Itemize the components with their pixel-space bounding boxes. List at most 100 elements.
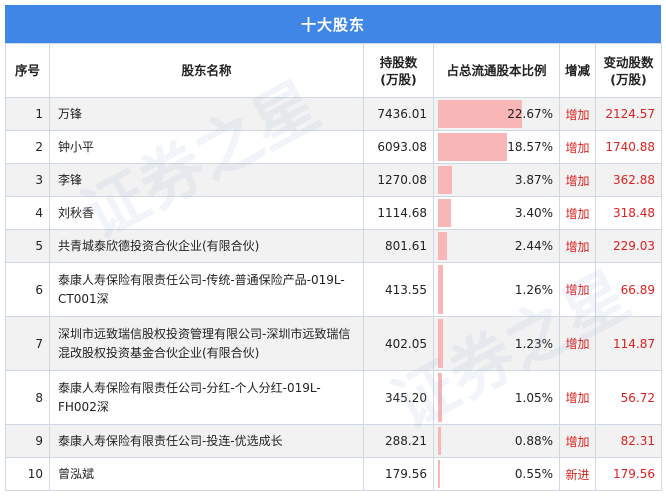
pct-bar bbox=[438, 133, 507, 161]
shareholder-name-cell: 泰康人寿保险有限责任公司-分红-个人分红-019L-FH002深 bbox=[49, 370, 364, 425]
rank-cell: 6 bbox=[5, 262, 50, 317]
table-header-row: 序号 股东名称 持股数 (万股) 占总流通股本比例 增减 变动股数 (万股) bbox=[5, 43, 662, 98]
shareholder-name-cell: 钟小平 bbox=[49, 130, 364, 164]
shares-cell: 1270.08 bbox=[363, 163, 434, 197]
rank-cell: 10 bbox=[5, 457, 50, 491]
rank-cell: 4 bbox=[5, 196, 50, 230]
shareholder-name-cell: 李锋 bbox=[49, 163, 364, 197]
change-type-cell: 增加 bbox=[559, 163, 596, 197]
change-shares-cell: 66.89 bbox=[595, 262, 662, 317]
shareholders-table-card: 十大股东 序号 股东名称 持股数 (万股) 占总流通股本比例 增减 变动股数 (万股… bbox=[5, 5, 662, 491]
pct-bar bbox=[438, 373, 442, 422]
pct-cell: 18.57% bbox=[433, 130, 560, 164]
change-shares-cell: 56.72 bbox=[595, 370, 662, 425]
change-shares-cell: 82.31 bbox=[595, 424, 662, 458]
pct-value: 1.23% bbox=[514, 336, 553, 351]
header-type: 增减 bbox=[559, 43, 596, 98]
shareholder-name-cell: 刘秋香 bbox=[49, 196, 364, 230]
change-type-cell: 增加 bbox=[559, 229, 596, 263]
header-change: 变动股数 (万股) bbox=[595, 43, 662, 98]
pct-cell: 3.87% bbox=[433, 163, 560, 197]
pct-bar bbox=[438, 100, 522, 128]
pct-value: 22.67% bbox=[507, 107, 553, 121]
rank-cell: 9 bbox=[5, 424, 50, 458]
shareholder-name-cell: 万锋 bbox=[49, 97, 364, 131]
pct-cell: 0.88% bbox=[433, 424, 560, 458]
table-row: 9 泰康人寿保险有限责任公司-投连-优选成长 288.21 0.88% 增加 82.31 bbox=[5, 424, 662, 458]
rank-cell: 3 bbox=[5, 163, 50, 197]
change-shares-cell: 114.87 bbox=[595, 316, 662, 371]
shareholder-name-cell: 曾泓斌 bbox=[49, 457, 364, 491]
pct-cell: 1.05% bbox=[433, 370, 560, 425]
pct-value: 0.88% bbox=[514, 434, 553, 448]
shares-cell: 402.05 bbox=[363, 316, 434, 371]
pct-bar bbox=[438, 427, 442, 455]
pct-cell: 1.23% bbox=[433, 316, 560, 371]
pct-value: 3.87% bbox=[514, 173, 553, 187]
pct-bar bbox=[438, 265, 443, 314]
table-title: 十大股东 bbox=[5, 5, 661, 43]
change-type-cell: 新进 bbox=[559, 457, 596, 491]
change-shares-cell: 179.56 bbox=[595, 457, 662, 491]
rank-cell: 7 bbox=[5, 316, 50, 371]
pct-value: 3.40% bbox=[514, 206, 553, 220]
rank-cell: 8 bbox=[5, 370, 50, 425]
change-type-cell: 增加 bbox=[559, 196, 596, 230]
change-shares-cell: 318.48 bbox=[595, 196, 662, 230]
pct-bar bbox=[438, 319, 443, 368]
shares-cell: 179.56 bbox=[363, 457, 434, 491]
table-row: 1 万锋 7436.01 22.67% 增加 2124.57 bbox=[5, 97, 662, 131]
shares-cell: 7436.01 bbox=[363, 97, 434, 131]
table-row: 2 钟小平 6093.08 18.57% 增加 1740.88 bbox=[5, 130, 662, 164]
pct-bar bbox=[438, 460, 441, 488]
pct-value: 1.26% bbox=[514, 282, 553, 297]
shareholder-name-cell: 泰康人寿保险有限责任公司-传统-普通保险产品-019L-CT001深 bbox=[49, 262, 364, 317]
shareholder-name-cell: 泰康人寿保险有限责任公司-投连-优选成长 bbox=[49, 424, 364, 458]
change-type-cell: 增加 bbox=[559, 262, 596, 317]
shares-cell: 6093.08 bbox=[363, 130, 434, 164]
shares-cell: 1114.68 bbox=[363, 196, 434, 230]
change-type-cell: 增加 bbox=[559, 97, 596, 131]
change-shares-cell: 229.03 bbox=[595, 229, 662, 263]
table-row: 10 曾泓斌 179.56 0.55% 新进 179.56 bbox=[5, 457, 662, 491]
pct-value: 1.05% bbox=[514, 390, 553, 405]
table-body: 1 万锋 7436.01 22.67% 增加 2124.57 2 钟小平 6093.08 18.5… bbox=[5, 97, 662, 491]
rank-cell: 1 bbox=[5, 97, 50, 131]
pct-bar bbox=[438, 199, 451, 227]
pct-bar bbox=[438, 232, 448, 260]
pct-cell: 3.40% bbox=[433, 196, 560, 230]
table-row: 3 李锋 1270.08 3.87% 增加 362.88 bbox=[5, 163, 662, 197]
pct-value: 18.57% bbox=[507, 140, 553, 154]
pct-value: 2.44% bbox=[514, 239, 553, 253]
shares-cell: 801.61 bbox=[363, 229, 434, 263]
change-type-cell: 增加 bbox=[559, 370, 596, 425]
table-row: 6 泰康人寿保险有限责任公司-传统-普通保险产品-019L-CT001深 413.5… bbox=[5, 262, 662, 317]
pct-cell: 0.55% bbox=[433, 457, 560, 491]
rank-cell: 2 bbox=[5, 130, 50, 164]
rank-cell: 5 bbox=[5, 229, 50, 263]
change-shares-cell: 2124.57 bbox=[595, 97, 662, 131]
shares-cell: 288.21 bbox=[363, 424, 434, 458]
header-shares: 持股数 (万股) bbox=[363, 43, 434, 98]
pct-value: 0.55% bbox=[514, 467, 553, 481]
change-type-cell: 增加 bbox=[559, 424, 596, 458]
shares-cell: 413.55 bbox=[363, 262, 434, 317]
pct-cell: 22.67% bbox=[433, 97, 560, 131]
shareholder-name-cell: 共青城泰欣德投资合伙企业(有限合伙) bbox=[49, 229, 364, 263]
table-row: 7 深圳市远致瑞信股权投资管理有限公司-深圳市远致瑞信混改股权投资基金合伙企业(有… bbox=[5, 316, 662, 371]
pct-bar bbox=[438, 166, 453, 194]
shares-cell: 345.20 bbox=[363, 370, 434, 425]
table-row: 8 泰康人寿保险有限责任公司-分红-个人分红-019L-FH002深 345.20 1… bbox=[5, 370, 662, 425]
change-type-cell: 增加 bbox=[559, 130, 596, 164]
change-shares-cell: 1740.88 bbox=[595, 130, 662, 164]
pct-cell: 2.44% bbox=[433, 229, 560, 263]
pct-cell: 1.26% bbox=[433, 262, 560, 317]
header-pct: 占总流通股本比例 bbox=[433, 43, 560, 98]
header-name: 股东名称 bbox=[49, 43, 364, 98]
shareholders-table: 序号 股东名称 持股数 (万股) 占总流通股本比例 增减 变动股数 (万股) 1 万锋… bbox=[5, 43, 662, 491]
header-rank: 序号 bbox=[5, 43, 50, 98]
table-row: 5 共青城泰欣德投资合伙企业(有限合伙) 801.61 2.44% 增加 229.03 bbox=[5, 229, 662, 263]
shareholder-name-cell: 深圳市远致瑞信股权投资管理有限公司-深圳市远致瑞信混改股权投资基金合伙企业(有限… bbox=[49, 316, 364, 371]
change-shares-cell: 362.88 bbox=[595, 163, 662, 197]
change-type-cell: 增加 bbox=[559, 316, 596, 371]
